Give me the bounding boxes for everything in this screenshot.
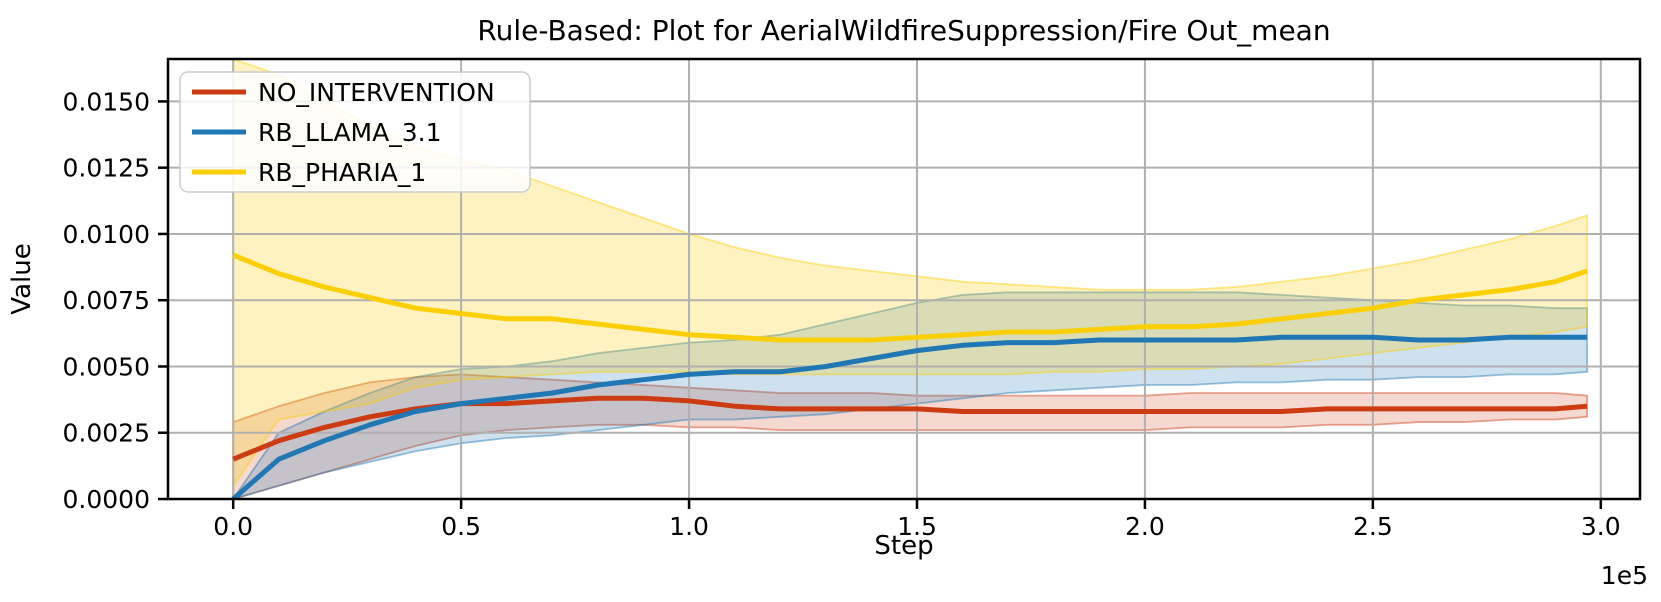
x-tick-label: 3.0	[1581, 512, 1621, 541]
y-tick-label: 0.0125	[63, 154, 150, 183]
y-tick-label: 0.0075	[63, 286, 150, 315]
legend-label: RB_LLAMA_3.1	[258, 118, 441, 147]
y-axis-label: Value	[7, 243, 37, 314]
series-lines-layer	[231, 252, 1588, 499]
tick-labels-layer: 0.0 0.5 1.0 1.5 2.0 2.5 3.0 0.0000 0.0025 0.0050 0…	[63, 87, 1621, 541]
x-tick-label: 1.0	[669, 512, 709, 541]
x-tick-label: 2.0	[1125, 512, 1165, 541]
confidence-bands-layer	[232, 59, 1588, 499]
x-tick-label: 2.5	[1353, 512, 1393, 541]
legend-item-no-intervention: NO_INTERVENTION	[192, 78, 495, 107]
legend: NO_INTERVENTION RB_LLAMA_3.1 RB_PHARIA_1	[179, 71, 531, 193]
y-tick-label: 0.0000	[63, 485, 150, 514]
legend-item-rb-llama-3-1: RB_LLAMA_3.1	[192, 118, 441, 147]
x-axis-label: Step	[874, 531, 933, 561]
x-tick-label: 0.5	[441, 512, 481, 541]
x-axis-offset-label: 1e5	[1601, 561, 1648, 590]
series-line-rb-pharia-1	[232, 252, 1588, 343]
legend-box	[179, 71, 531, 193]
y-tick-label: 0.0050	[63, 352, 150, 381]
ticks-layer	[158, 100, 1603, 509]
series-line-rb-llama-3-1	[231, 334, 1588, 499]
x-tick-label: 0.0	[213, 512, 253, 541]
y-tick-label: 0.0150	[63, 87, 150, 116]
plot-border	[166, 57, 1642, 501]
chart-title: Rule-Based: Plot for AerialWildfireSuppr…	[477, 14, 1330, 47]
legend-item-rb-pharia-1: RB_PHARIA_1	[192, 158, 426, 187]
y-tick-label: 0.0025	[63, 419, 150, 448]
legend-label: RB_PHARIA_1	[258, 158, 426, 187]
x-tick-label: 1.5	[897, 512, 937, 541]
confidence-band-rb-llama-3-1	[232, 291, 1588, 499]
confidence-band-no-intervention	[232, 373, 1588, 499]
y-tick-label: 0.0100	[63, 220, 150, 249]
legend-label: NO_INTERVENTION	[258, 78, 495, 107]
